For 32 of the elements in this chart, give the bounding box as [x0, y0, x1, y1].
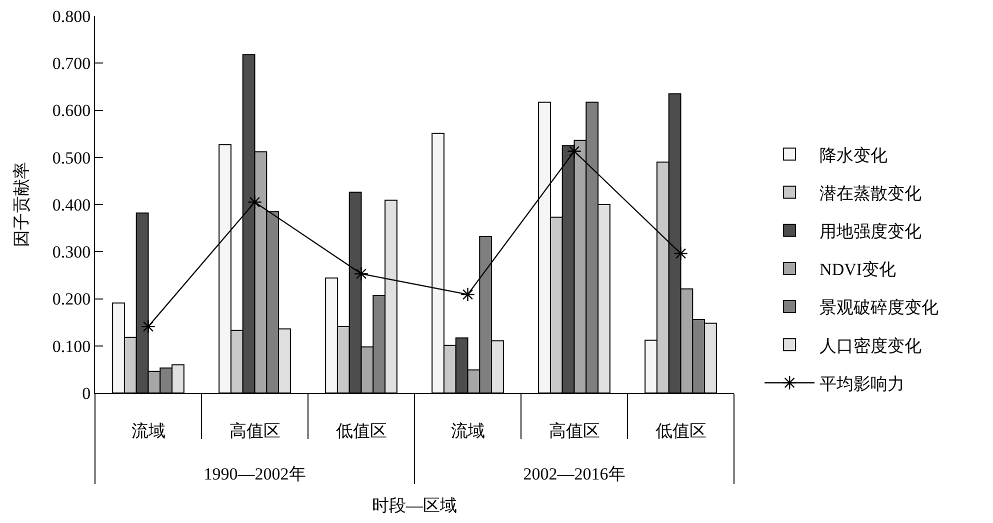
y-axis-title: 因子贡献率	[12, 162, 31, 247]
y-tick-label: 0.700	[52, 54, 91, 74]
y-tick-label: 0	[82, 384, 91, 403]
x-tick-label: 高值区	[548, 422, 600, 440]
x-tick-label: 高值区	[229, 422, 280, 440]
legend-label: 潜在蒸散变化	[820, 184, 922, 203]
y-tick-label: 0.300	[52, 242, 91, 262]
legend-label: 人口密度变化	[820, 336, 922, 356]
y-tick-label: 0.800	[52, 6, 91, 26]
x-tick-label: 流域	[450, 422, 485, 440]
legend-label: 平均影响力	[820, 374, 905, 394]
y-tick-label: 0.400	[52, 195, 91, 214]
x-tick-label: 低值区	[336, 422, 387, 440]
text: 1990—2002年	[204, 464, 306, 484]
point	[248, 194, 262, 210]
y-tick-label: 0.600	[52, 101, 91, 120]
legend-label: 用地强度变化	[820, 222, 922, 241]
x-tick-label: 低值区	[655, 422, 706, 440]
legend-label: NDVI变化	[820, 260, 896, 280]
point	[567, 144, 582, 158]
y-tick-label: 0.100	[52, 336, 91, 356]
point	[141, 319, 156, 334]
point	[460, 287, 475, 302]
x-tick-label: 流域	[131, 422, 166, 440]
point	[674, 246, 688, 261]
y-tick-label: 0.200	[52, 290, 91, 309]
legend-label: 降水变化	[820, 146, 888, 165]
text: 2002—2016年	[523, 464, 626, 484]
point	[354, 266, 368, 281]
y-tick-label: 0.500	[52, 148, 91, 168]
x-axis-title: 时段—区域	[372, 496, 457, 515]
legend-label: 景观破碎度变化	[820, 298, 939, 318]
